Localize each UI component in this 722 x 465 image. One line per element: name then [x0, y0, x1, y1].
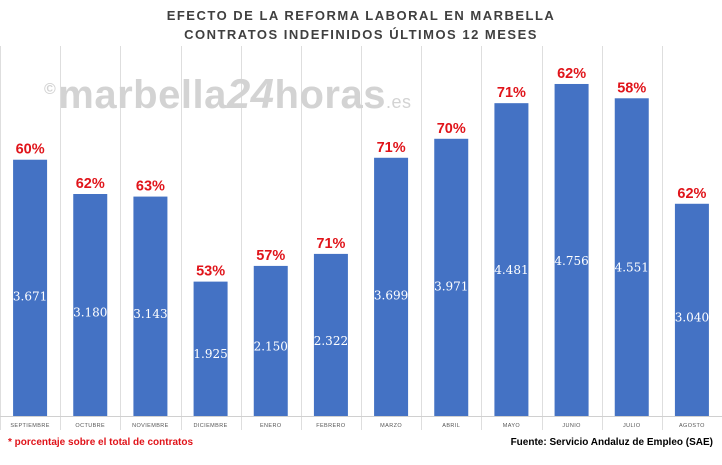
x-tick-label: MARZO	[380, 423, 402, 429]
bar-enero	[253, 265, 288, 416]
footnote: * porcentaje sobre el total de contratos	[8, 437, 194, 448]
x-tick-label: FEBRERO	[316, 423, 346, 429]
bar-value-label: 3.143	[133, 307, 167, 321]
bar-value-label: 1.925	[193, 347, 227, 361]
bar-septiembre	[13, 159, 48, 416]
percent-label: 70%	[437, 121, 466, 137]
percent-label: 57%	[256, 248, 285, 264]
x-tick-label: ABRIL	[442, 423, 460, 429]
chart-title-line-2: CONTRATOS INDEFINIDOS ÚLTIMOS 12 MESES	[184, 27, 538, 42]
bar-octubre	[73, 194, 108, 416]
bar-marzo	[374, 157, 409, 416]
x-tick-label: JUNIO	[562, 423, 581, 429]
x-tick-label: NOVIEMBRE	[132, 423, 169, 429]
bar-value-label: 4.756	[554, 254, 588, 268]
bar-value-label: 4.551	[615, 261, 649, 275]
percent-label: 71%	[497, 85, 526, 101]
x-tick-label: DICIEMBRE	[193, 423, 227, 429]
bar-noviembre	[133, 196, 168, 416]
bar-value-label: 4.481	[494, 263, 528, 277]
source-note: Fuente: Servicio Andaluz de Empleo (SAE)	[510, 437, 713, 448]
bar-mayo	[494, 103, 529, 416]
bar-agosto	[674, 203, 709, 416]
bar-febrero	[313, 253, 348, 416]
percent-label: 62%	[677, 186, 706, 202]
x-tick-label: OCTUBRE	[75, 423, 105, 429]
bar-value-label: 3.180	[73, 306, 107, 320]
bar-abril	[434, 138, 469, 417]
bar-value-label: 3.971	[434, 280, 468, 294]
x-tick-label: AGOSTO	[679, 423, 705, 429]
percent-label: 63%	[136, 179, 165, 195]
bar-value-label: 2.322	[314, 334, 348, 348]
percent-label: 60%	[16, 142, 45, 158]
bar-value-label: 3.671	[13, 290, 47, 304]
bar-julio	[614, 98, 649, 416]
x-tick-label: SEPTIEMBRE	[10, 423, 49, 429]
percent-label: 71%	[316, 236, 345, 252]
percent-label: 71%	[377, 140, 406, 156]
percent-label: 62%	[557, 66, 586, 82]
percent-label: 53%	[196, 264, 225, 280]
x-tick-label: MAYO	[503, 423, 521, 429]
bar-value-label: 2.150	[254, 339, 288, 353]
x-tick-label: JULIO	[623, 423, 641, 429]
bar-value-label: 3.699	[374, 289, 408, 303]
x-tick-label: ENERO	[260, 423, 282, 429]
chart-title-line-1: EFECTO DE LA REFORMA LABORAL EN MARBELLA	[166, 8, 556, 23]
percent-label: 62%	[76, 176, 105, 192]
percent-label: 58%	[617, 80, 646, 96]
bar-junio	[554, 83, 589, 416]
watermark-logo: ©marbella24horas.es	[44, 70, 412, 117]
bar-diciembre	[193, 281, 228, 416]
bar-value-label: 3.040	[675, 310, 709, 324]
